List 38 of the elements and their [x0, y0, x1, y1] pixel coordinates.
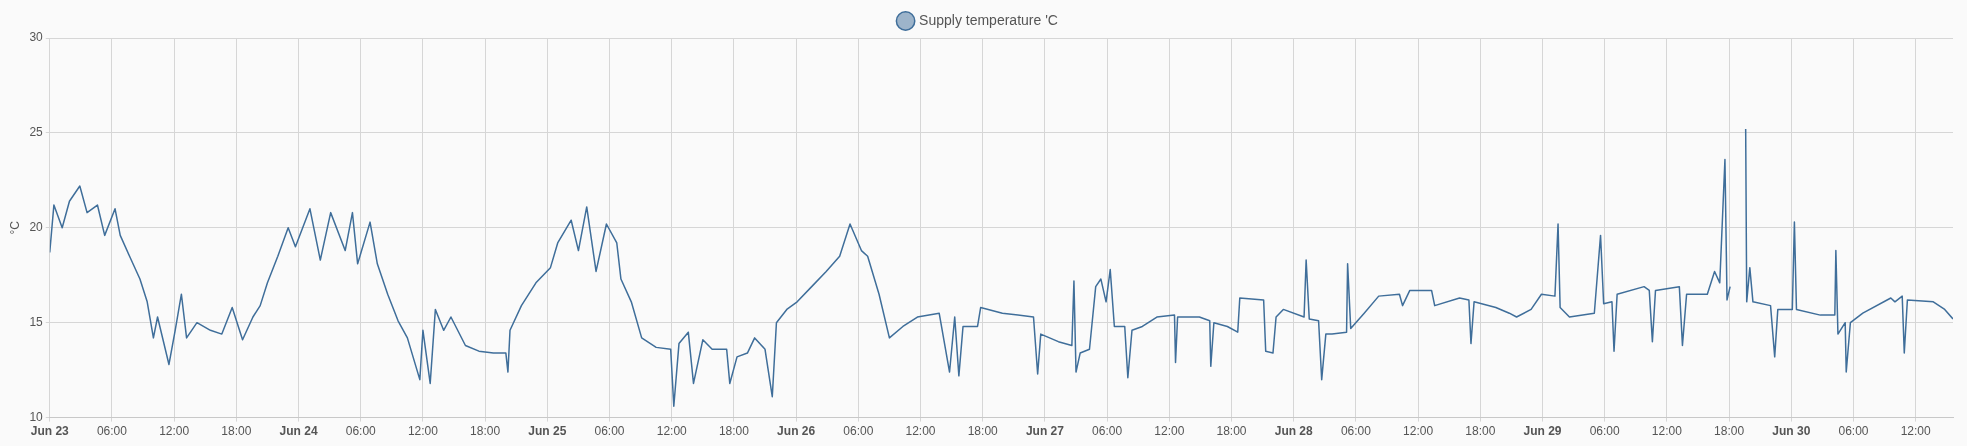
legend-label: Supply temperature 'C	[919, 11, 1058, 28]
x-tick-label: Jun 26	[777, 424, 816, 439]
x-tick-label: 12:00	[905, 424, 936, 439]
x-tick-label: 12:00	[159, 424, 190, 439]
x-tick-label: 12:00	[407, 424, 439, 439]
x-tick-label: Jun 27	[1025, 424, 1065, 439]
x-tick-label: 06:00	[96, 424, 128, 439]
x-tick-label: 12:00	[1900, 424, 1932, 439]
y-tick-label: 15	[29, 315, 44, 330]
x-tick-label: 06:00	[345, 424, 377, 439]
x-tick-label: 18:00	[1714, 424, 1745, 439]
x-tick-label: 06:00	[1589, 424, 1621, 439]
x-tick-label: 12:00	[656, 424, 688, 439]
x-tick-label: Jun 28	[1274, 424, 1314, 439]
x-tick-label: 18:00	[221, 424, 252, 439]
x-tick-label: 06:00	[1838, 424, 1869, 439]
x-tick-label: 18:00	[1216, 424, 1247, 439]
x-tick-label: Jun 29	[1523, 424, 1562, 439]
x-tick-label: 12:00	[1403, 424, 1434, 439]
x-tick-label: 06:00	[1340, 424, 1372, 439]
y-tick-label: 25	[29, 125, 44, 140]
x-tick-label: 12:00	[1651, 424, 1683, 439]
x-tick-label: 18:00	[470, 424, 501, 439]
x-tick-label: 18:00	[1465, 424, 1496, 439]
x-tick-label: 06:00	[1092, 424, 1123, 439]
y-axis-title: °C	[7, 220, 22, 235]
y-tick-label: 20	[29, 220, 44, 235]
y-tick-label: 10	[29, 409, 44, 424]
x-tick-label: 06:00	[843, 424, 874, 439]
x-tick-label: 18:00	[718, 424, 750, 439]
x-tick-label: Jun 23	[30, 424, 70, 439]
x-tick-label: Jun 30	[1772, 424, 1811, 439]
x-tick-label: 18:00	[967, 424, 999, 439]
x-tick-label: Jun 24	[279, 424, 318, 439]
x-tick-label: 06:00	[594, 424, 625, 439]
y-tick-label: 30	[29, 30, 44, 45]
x-tick-label: 12:00	[1154, 424, 1185, 439]
x-tick-label: Jun 25	[528, 424, 567, 439]
